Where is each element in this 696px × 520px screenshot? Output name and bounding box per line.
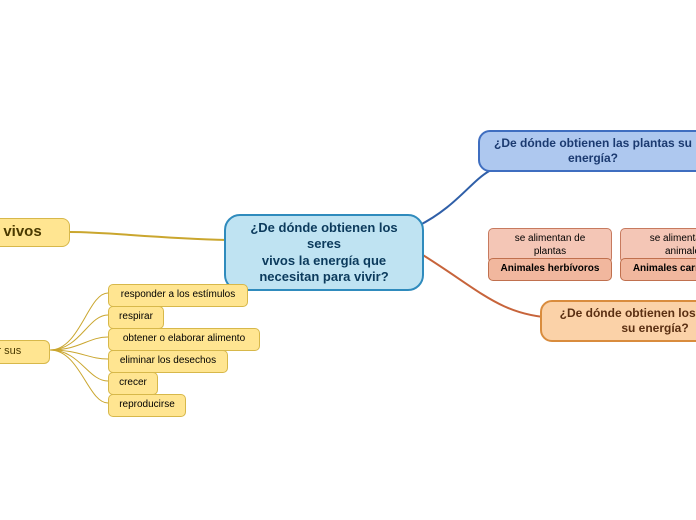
node-obtener[interactable]: obtener o elaborar alimento xyxy=(108,328,260,351)
edge xyxy=(50,315,108,350)
node-reproducirse[interactable]: reproducirse xyxy=(108,394,186,417)
node-eliminar[interactable]: eliminar los desechos xyxy=(108,350,228,373)
edge xyxy=(50,350,108,381)
node-realizar[interactable]: ealizar sus xyxy=(0,340,50,364)
node-respirar[interactable]: respirar xyxy=(108,306,164,329)
edge xyxy=(70,232,228,240)
node-animals[interactable]: ¿De dónde obtienen los animales su energ… xyxy=(540,300,696,342)
edge xyxy=(50,293,108,350)
node-responder[interactable]: responder a los estímulos xyxy=(108,284,248,307)
node-crecer[interactable]: crecer xyxy=(108,372,158,395)
node-plants[interactable]: ¿De dónde obtienen las plantas su energí… xyxy=(478,130,696,172)
node-central[interactable]: ¿De dónde obtienen los seres vivos la en… xyxy=(224,214,424,291)
mindmap-canvas: { "type": "mindmap", "background_color":… xyxy=(0,0,696,520)
node-herbivoros[interactable]: Animales herbívoros xyxy=(488,258,612,281)
edge xyxy=(418,167,512,226)
edge xyxy=(50,350,108,403)
edge xyxy=(50,337,108,350)
edge xyxy=(50,350,108,359)
node-seres-vivos[interactable]: eres vivos xyxy=(0,218,70,247)
node-carnivoros[interactable]: Animales carnívoros xyxy=(620,258,696,281)
